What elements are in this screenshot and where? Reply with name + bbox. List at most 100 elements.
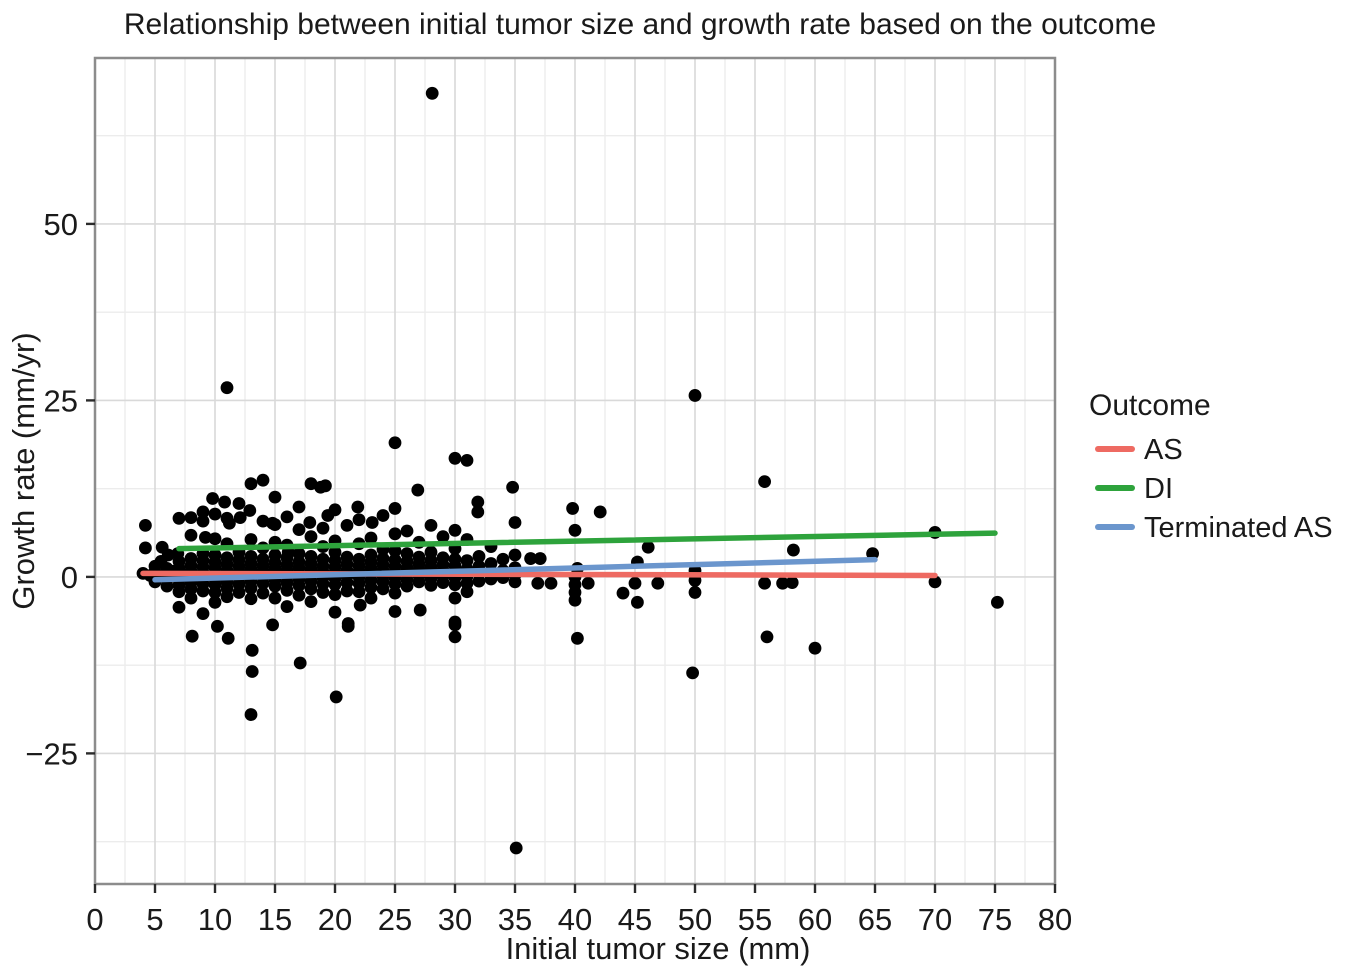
- scatter-point: [184, 591, 198, 605]
- x-tick-label: 65: [858, 902, 892, 937]
- scatter-point: [292, 588, 306, 602]
- scatter-point: [436, 576, 450, 589]
- x-tick-label: 20: [318, 902, 352, 937]
- scatter-point: [352, 513, 366, 527]
- scatter-point: [509, 841, 523, 855]
- scatter-point: [533, 552, 547, 565]
- scatter-point: [196, 584, 210, 598]
- scatter-point: [293, 656, 307, 670]
- scatter-point: [244, 477, 258, 491]
- scatter-point: [628, 576, 642, 590]
- scatter-point: [172, 511, 186, 525]
- scatter-point: [581, 576, 595, 590]
- scatter-point: [472, 574, 486, 588]
- trend-lines: [140, 530, 998, 583]
- scatter-point: [304, 530, 318, 544]
- scatter-point: [388, 436, 402, 450]
- scatter-point: [328, 605, 342, 619]
- scatter-point: [172, 600, 186, 614]
- scatter-point: [688, 389, 702, 402]
- scatter-point: [388, 586, 402, 600]
- scatter-point: [424, 518, 438, 532]
- scatter-point: [268, 490, 282, 504]
- scatter-point: [185, 629, 199, 643]
- y-axis-title: Growth rate (mm/yr): [6, 332, 41, 609]
- scatter-point: [353, 598, 367, 612]
- scatter-point: [424, 578, 438, 592]
- scatter-point: [496, 552, 510, 566]
- scatter-point: [208, 532, 222, 546]
- scatter-point: [388, 605, 402, 618]
- scatter-point: [352, 585, 366, 599]
- scatter-point: [223, 516, 236, 530]
- scatter-point: [531, 576, 545, 590]
- trend-line-terminated-as: [152, 556, 878, 583]
- scatter-point: [412, 575, 426, 589]
- scatter-point: [280, 583, 294, 597]
- scatter-point: [196, 607, 210, 621]
- scatter-point: [631, 595, 644, 609]
- x-tick-label: 75: [978, 902, 1012, 937]
- scatter-point: [233, 511, 247, 524]
- scatter-point: [758, 475, 771, 488]
- scatter-point: [866, 547, 879, 560]
- scatter-point: [245, 643, 259, 657]
- scatter-point: [280, 600, 294, 613]
- scatter-point: [413, 603, 427, 617]
- scatter-point: [448, 523, 462, 537]
- scatter-point: [160, 579, 174, 593]
- legend-entries: AS DI Terminated AS: [1095, 434, 1333, 544]
- scatter-point: [208, 507, 222, 521]
- x-tick-label: 70: [918, 902, 952, 937]
- scatter-point: [316, 586, 330, 599]
- scatter-point: [364, 591, 378, 605]
- scatter-point: [388, 577, 402, 591]
- scatter-point: [508, 575, 522, 589]
- legend-label: Terminated AS: [1144, 512, 1333, 544]
- x-tick-label: 55: [738, 902, 772, 937]
- scatter-point: [211, 619, 224, 633]
- scatter-point: [329, 690, 343, 704]
- x-tick-label: 10: [198, 902, 232, 937]
- scatter-point: [388, 502, 402, 515]
- scatter-point: [208, 595, 222, 609]
- scatter-point: [196, 505, 210, 519]
- scatter-point: [524, 552, 537, 565]
- scatter-point: [245, 665, 259, 678]
- scatter-point: [400, 579, 414, 593]
- scatter-point: [506, 480, 519, 494]
- scatter-point: [221, 631, 235, 645]
- scatter-point: [928, 575, 942, 589]
- scatter-point: [776, 576, 789, 590]
- scatter-point: [199, 530, 212, 544]
- x-tick-label: 60: [798, 902, 832, 937]
- scatter-point: [808, 641, 822, 655]
- y-tick-label: 50: [44, 207, 78, 242]
- scatter-point: [218, 495, 232, 509]
- scatter-point: [256, 586, 270, 600]
- scatter-point: [364, 531, 378, 545]
- scatter-point: [448, 591, 462, 605]
- scatter-point: [314, 480, 327, 494]
- scatter-point: [508, 548, 522, 562]
- scatter-point: [244, 708, 258, 721]
- scatter-point: [268, 518, 282, 532]
- grid-minor-lines: [95, 58, 1055, 884]
- y-tick-label: −25: [25, 736, 78, 771]
- scatter-point: [139, 541, 152, 555]
- scatter-point: [268, 591, 282, 605]
- scatter-point: [184, 511, 198, 524]
- scatter-point: [328, 503, 342, 517]
- scatter-point: [787, 543, 800, 557]
- scatter-point: [256, 576, 270, 590]
- x-tick-label: 0: [86, 902, 103, 937]
- y-tick-label: 25: [44, 383, 78, 418]
- legend-label: AS: [1144, 434, 1183, 466]
- scatter-point: [376, 582, 390, 596]
- scatter-point: [436, 530, 450, 544]
- scatter-point: [376, 509, 390, 522]
- scatter-point: [220, 381, 234, 395]
- trend-line-di: [176, 530, 998, 552]
- scatter-point: [388, 544, 402, 558]
- scatter-point: [388, 527, 402, 541]
